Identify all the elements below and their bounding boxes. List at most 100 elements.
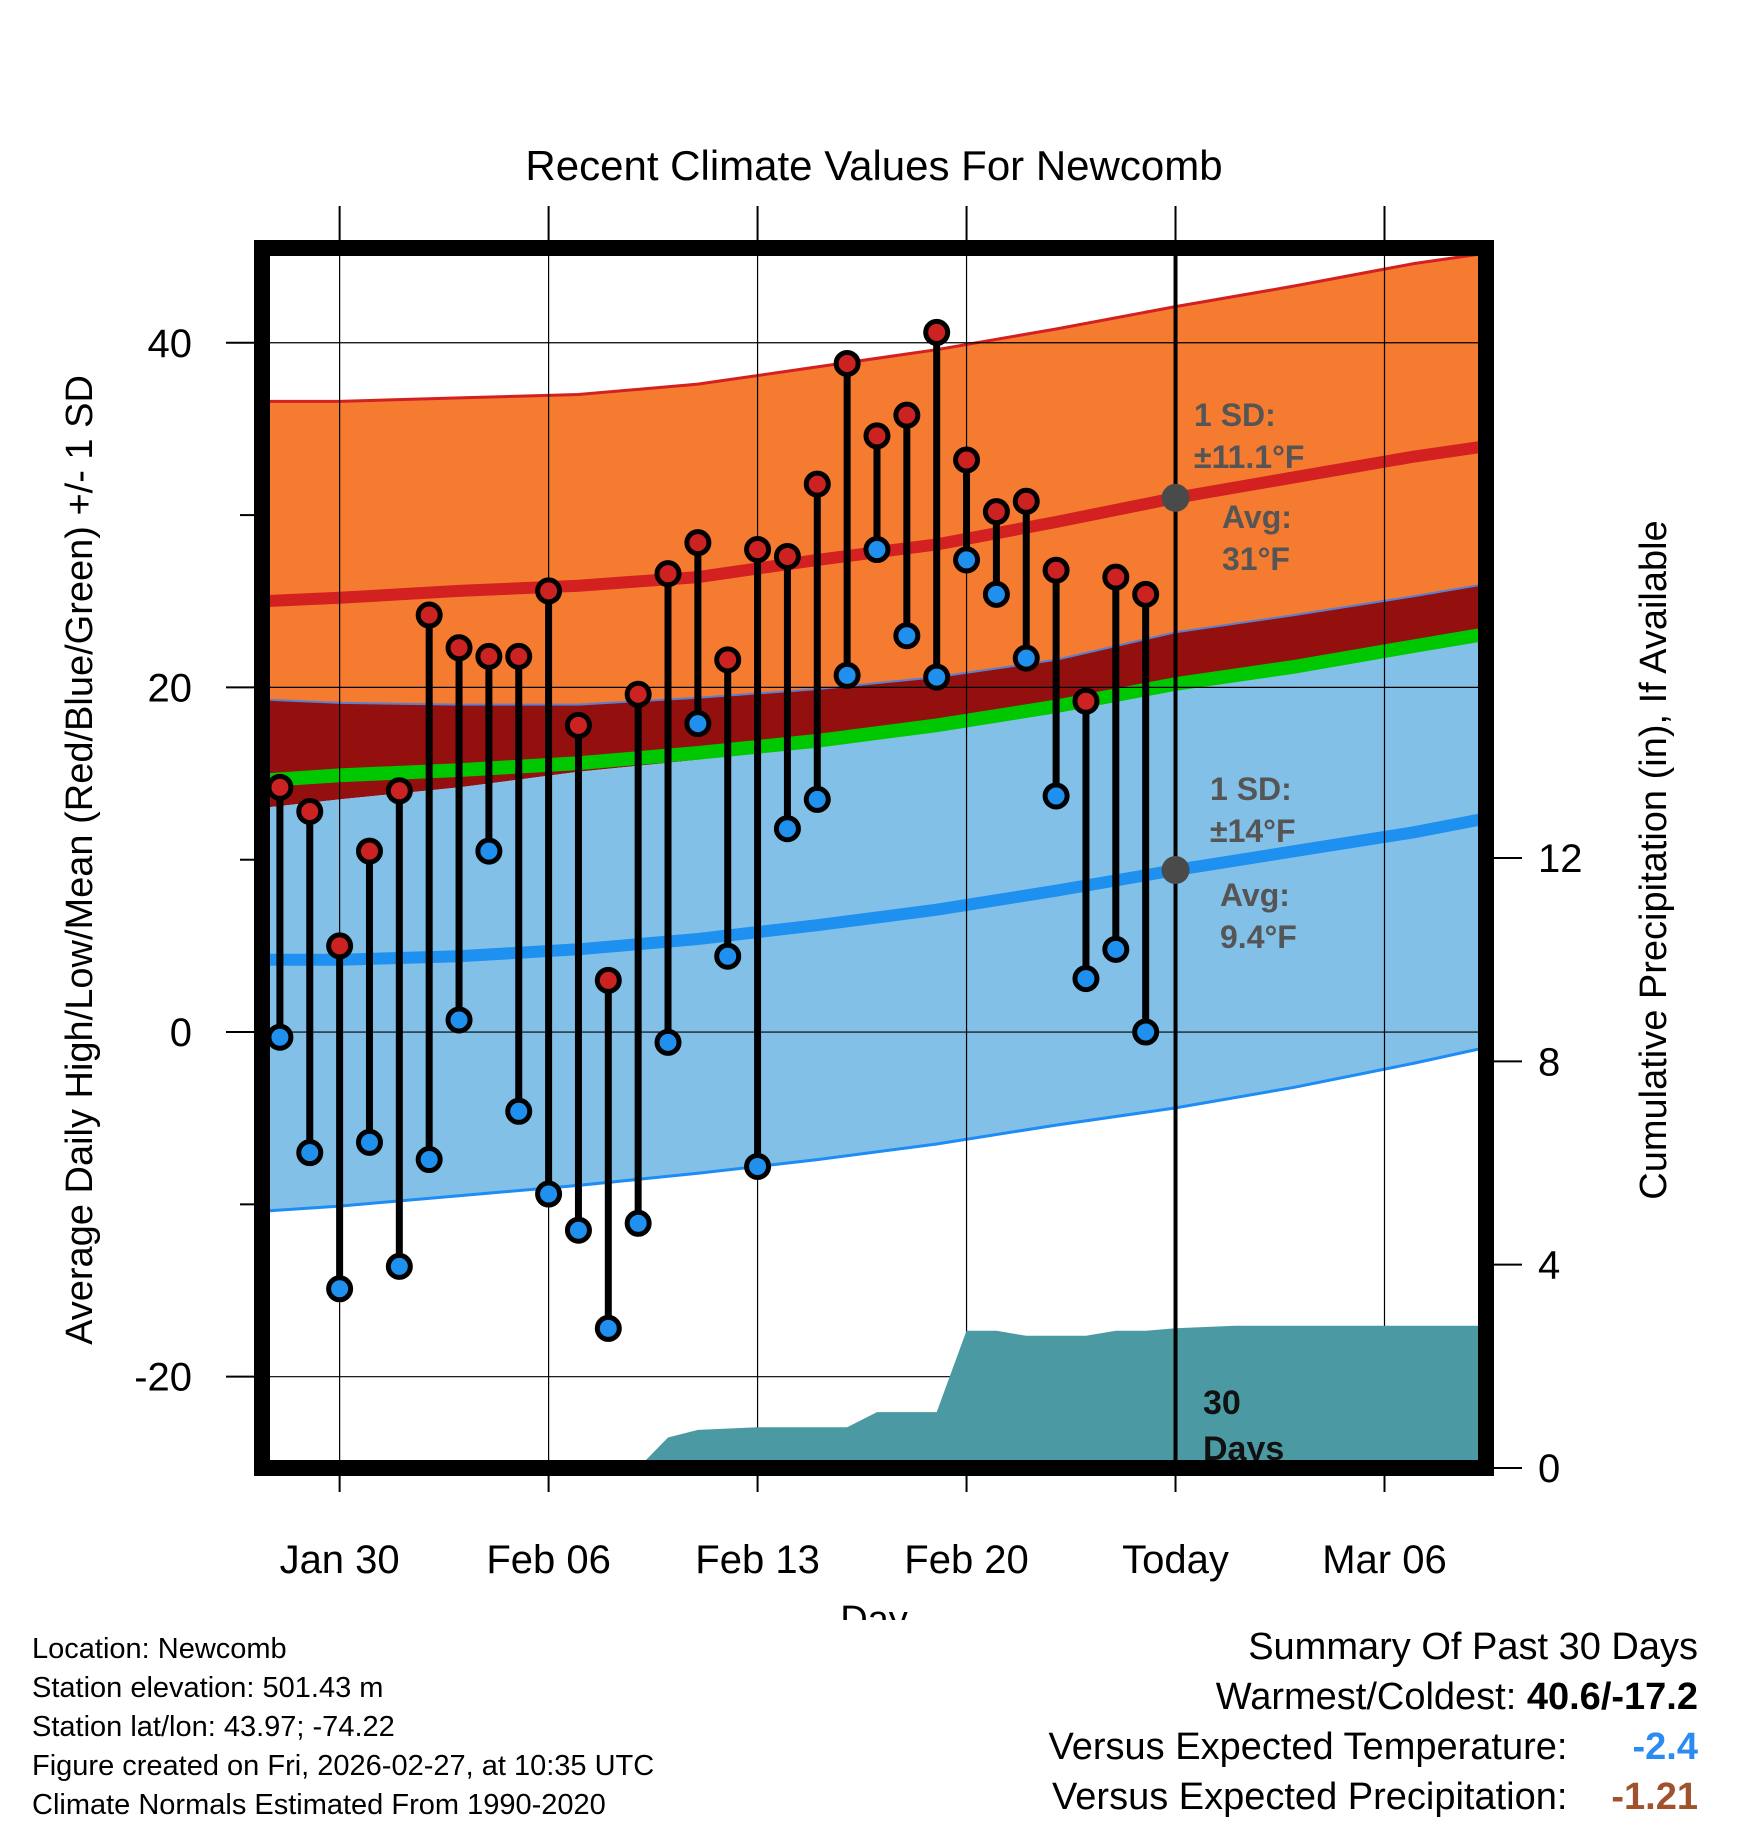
temp-label: Versus Expected Temperature: (1048, 1726, 1568, 1768)
low-point (1132, 1018, 1160, 1046)
low-point (953, 546, 981, 574)
high-point (893, 401, 921, 429)
high-point (624, 680, 652, 708)
x-tick-label: Jan 30 (280, 1538, 400, 1582)
x-tick-label: Feb 20 (904, 1538, 1029, 1582)
low-point (1042, 782, 1070, 810)
high-lower-edge (262, 583, 1486, 706)
high-point (923, 318, 951, 346)
station-info: Location: Newcomb Station elevation: 501… (32, 1630, 654, 1825)
precip-label: Versus Expected Precipitation: (1052, 1776, 1568, 1818)
high-point (953, 446, 981, 474)
low-point (415, 1146, 443, 1174)
high-point (1132, 580, 1160, 608)
high-point (385, 777, 413, 805)
high-avg-title: Avg: (1222, 499, 1292, 535)
temp-value: -2.4 (1632, 1726, 1698, 1768)
low-point (266, 1023, 294, 1051)
low-point (744, 1152, 772, 1180)
low-lower-edge (262, 1046, 1486, 1213)
low-point (445, 1006, 473, 1034)
y2-tick-label: 0 (1538, 1447, 1560, 1491)
precip-area (262, 1325, 1486, 1468)
low-sd-band (262, 639, 1486, 1212)
high-point (773, 542, 801, 570)
high-point (296, 797, 324, 825)
high-point (744, 536, 772, 564)
low-point (594, 1314, 622, 1342)
low-point (982, 580, 1010, 608)
high-point (355, 837, 383, 865)
created-text: Figure created on Fri, 2026-02-27, at 10… (32, 1750, 655, 1782)
low-sd-title: 1 SD: (1210, 771, 1292, 807)
y2-tick-label: 12 (1538, 837, 1583, 881)
precip-value: -1.21 (1611, 1776, 1698, 1818)
high-point (654, 560, 682, 588)
high-point (564, 711, 592, 739)
warmest-label: Warmest/Coldest: (1215, 1676, 1517, 1718)
high-point (982, 498, 1010, 526)
low-point (535, 1180, 563, 1208)
summary-panel: Summary Of Past 30 Days Warmest/Coldest:… (1049, 1622, 1698, 1822)
high-point (714, 646, 742, 674)
low-point (326, 1275, 354, 1303)
days-number: 30 (1203, 1384, 1241, 1422)
low-point (773, 815, 801, 843)
low-point (863, 536, 891, 564)
low-point (296, 1139, 324, 1167)
low-point (893, 622, 921, 650)
high-upper-edge (262, 251, 1486, 403)
high-point (475, 642, 503, 670)
high-point (266, 773, 294, 801)
x-tick-label: Feb 13 (695, 1538, 820, 1582)
low-avg-marker (1161, 856, 1190, 885)
y-tick-label: 0 (170, 1011, 192, 1055)
high-point (415, 601, 443, 629)
low-point (923, 663, 951, 691)
x-tick-label: Today (1122, 1538, 1229, 1582)
y-tick-label: 40 (148, 322, 193, 366)
low-point (505, 1097, 533, 1125)
high-point (326, 932, 354, 960)
low-point (355, 1128, 383, 1156)
summary-title: Summary Of Past 30 Days (1248, 1626, 1698, 1668)
high-point (803, 470, 831, 498)
latlon-text: Station lat/lon: 43.97; -74.22 (32, 1711, 395, 1743)
low-sd-value: ±14°F (1210, 813, 1296, 849)
temp-row: Versus Expected Temperature: -2.4 (1049, 1722, 1698, 1772)
high-point (445, 634, 473, 662)
high-point (863, 422, 891, 450)
x-tick-label: Mar 06 (1322, 1538, 1447, 1582)
low-point (714, 942, 742, 970)
high-sd-value: ±11.1°F (1194, 439, 1304, 475)
low-point (624, 1209, 652, 1237)
overlap-band (262, 584, 1486, 808)
x-tick-label: Feb 06 (486, 1538, 611, 1582)
low-point (803, 785, 831, 813)
low-point (564, 1216, 592, 1244)
high-sd-title: 1 SD: (1194, 397, 1276, 433)
high-point (1072, 687, 1100, 715)
low-point (1072, 965, 1100, 993)
y-tick-label: 20 (148, 666, 193, 710)
low-normal-line (262, 812, 1486, 966)
x-axis-label: Day (840, 1599, 908, 1620)
y2-tick-label: 4 (1538, 1244, 1560, 1288)
y2-tick-label: 8 (1538, 1040, 1560, 1084)
low-point (475, 837, 503, 865)
normals-text: Climate Normals Estimated From 1990-2020 (32, 1789, 606, 1821)
low-point (1012, 644, 1040, 672)
mean-band (262, 627, 1486, 788)
low-point (654, 1028, 682, 1056)
high-point (1012, 487, 1040, 515)
high-point (1042, 556, 1070, 584)
warmest-row: Warmest/Coldest: 40.6/-17.2 (1049, 1672, 1698, 1722)
plot-frame (254, 240, 1494, 1476)
high-avg-value: 31°F (1222, 541, 1290, 577)
climate-chart: Recent Climate Values For Newcomb 1 SD: ±… (59, 142, 1675, 1620)
high-avg-marker (1161, 483, 1190, 512)
warmest-value: 40.6/-17.2 (1526, 1676, 1698, 1718)
high-point (594, 966, 622, 994)
low-point (385, 1252, 413, 1280)
high-point (1102, 563, 1130, 591)
